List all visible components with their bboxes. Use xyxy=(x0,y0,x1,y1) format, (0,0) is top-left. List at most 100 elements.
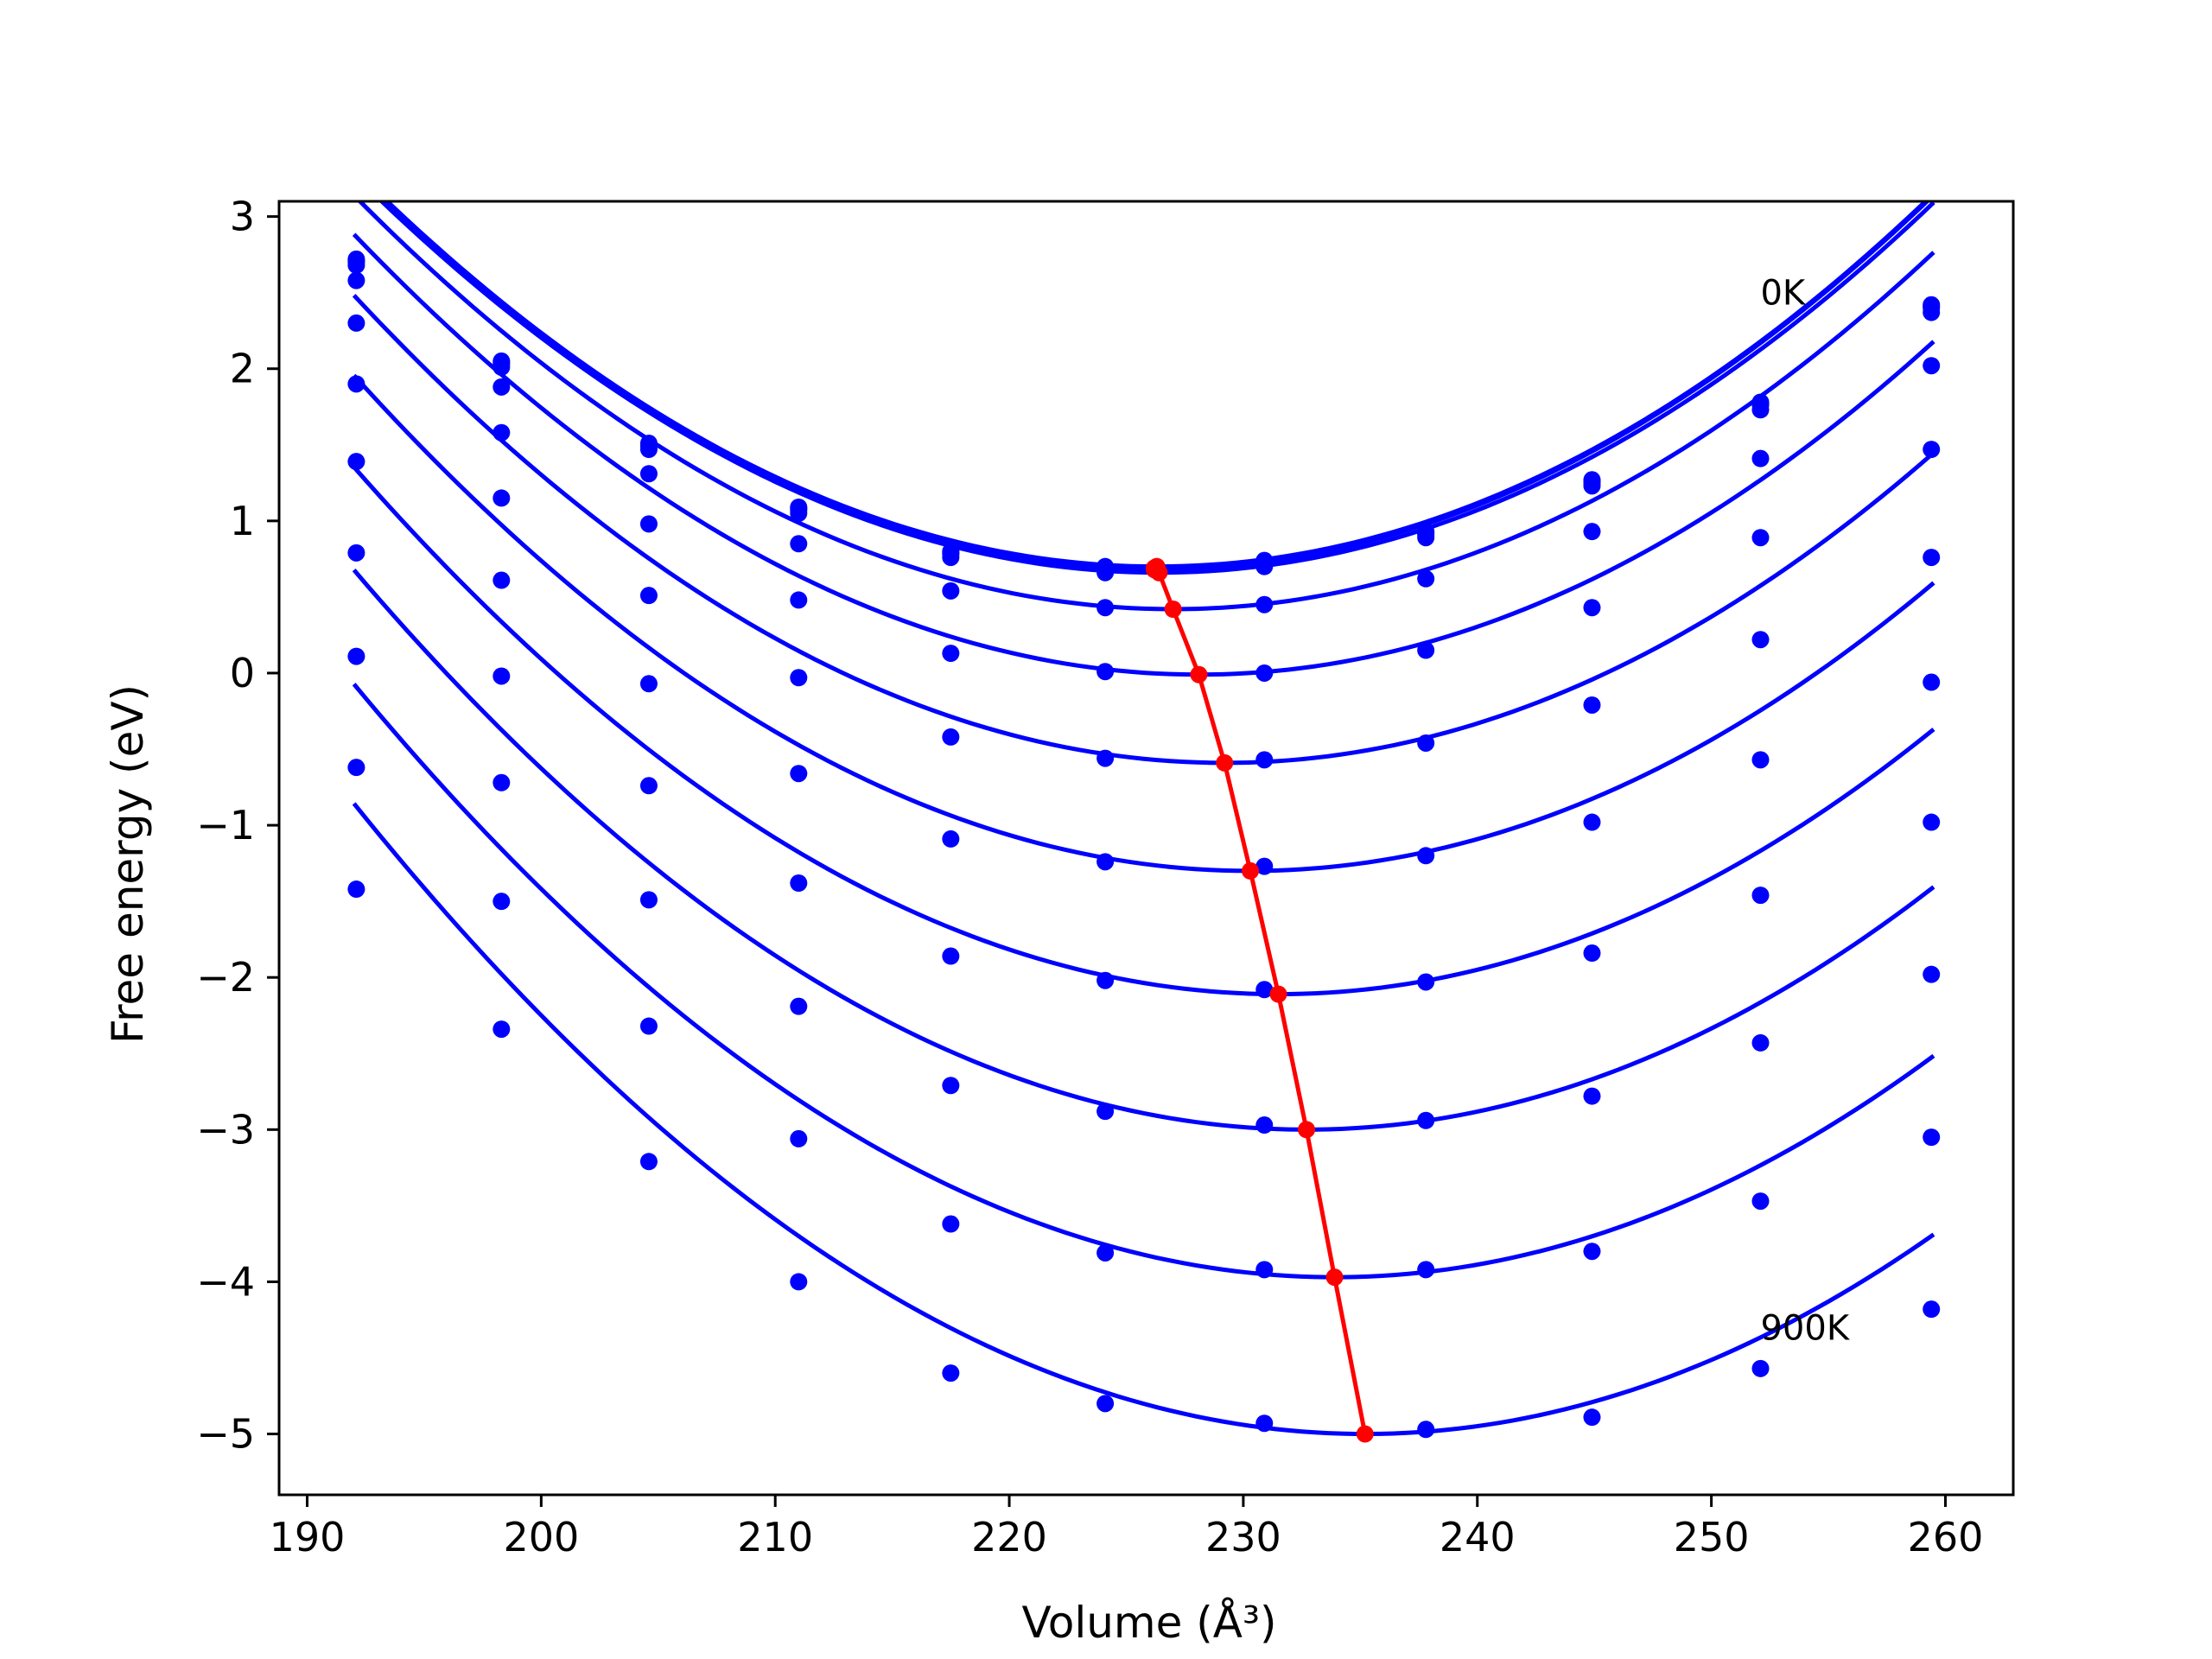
data-point-s5-5 xyxy=(942,582,960,600)
data-point-s9-11 xyxy=(1923,813,1941,831)
data-point-s5-2 xyxy=(493,378,511,396)
data-point-s4-10 xyxy=(1751,401,1770,419)
data-point-s9-6 xyxy=(1096,971,1115,989)
data-point-s6-1 xyxy=(347,314,365,332)
data-point-s9-9 xyxy=(1583,944,1601,963)
y-tick-label--3: −3 xyxy=(196,1106,255,1153)
data-point-s4-4 xyxy=(790,505,808,523)
minimum-point-9 xyxy=(1269,985,1287,1003)
data-point-s12-11 xyxy=(1923,1300,1941,1319)
data-point-s8-11 xyxy=(1923,673,1941,691)
data-point-s7-3 xyxy=(639,587,658,605)
data-point-s7-9 xyxy=(1583,696,1601,714)
data-point-s4-1 xyxy=(347,256,365,274)
fit-curve-4 xyxy=(379,201,1936,575)
data-point-s10-4 xyxy=(790,997,808,1015)
data-point-s10-10 xyxy=(1751,1033,1770,1052)
y-tick-label--4: −4 xyxy=(196,1258,255,1305)
data-point-s8-8 xyxy=(1417,847,1435,865)
fit-curve-6 xyxy=(352,232,1936,677)
data-point-s9-10 xyxy=(1751,887,1770,905)
data-point-s11-5 xyxy=(942,1215,960,1233)
data-point-s5-1 xyxy=(347,271,365,289)
data-point-s12-3 xyxy=(639,1153,658,1171)
data-point-s7-8 xyxy=(1417,734,1435,752)
data-point-s6-8 xyxy=(1417,641,1435,659)
y-tick-label-1: 1 xyxy=(230,498,255,544)
fit-curve-10 xyxy=(352,569,1936,1132)
data-point-s10-7 xyxy=(1255,1116,1274,1135)
data-point-s10-3 xyxy=(639,891,658,909)
minimum-point-12 xyxy=(1356,1425,1374,1443)
data-point-s12-7 xyxy=(1255,1414,1274,1433)
data-point-s12-4 xyxy=(790,1273,808,1291)
data-point-s4-9 xyxy=(1583,477,1601,495)
y-axis-label: Free energy (eV) xyxy=(103,684,153,1044)
data-point-s7-6 xyxy=(1096,749,1115,767)
data-point-s11-1 xyxy=(347,759,365,777)
data-point-s8-4 xyxy=(790,765,808,783)
data-point-s5-4 xyxy=(790,535,808,553)
data-point-s6-7 xyxy=(1255,664,1274,682)
data-point-s5-6 xyxy=(1096,599,1115,617)
x-axis-label: Volume (Å³) xyxy=(1021,1598,1276,1648)
data-point-s11-4 xyxy=(790,1129,808,1147)
data-point-s10-6 xyxy=(1096,1103,1115,1121)
x-tick-label-190: 190 xyxy=(270,1514,346,1560)
data-point-s4-6 xyxy=(1096,563,1115,582)
y-tick-label-3: 3 xyxy=(230,194,255,240)
data-point-s12-6 xyxy=(1096,1395,1115,1413)
data-point-s8-6 xyxy=(1096,853,1115,871)
data-point-s5-3 xyxy=(639,465,658,483)
y-tick-label--2: −2 xyxy=(196,954,255,1001)
data-point-s6-5 xyxy=(942,645,960,663)
data-point-s6-3 xyxy=(639,515,658,533)
data-point-s11-6 xyxy=(1096,1243,1115,1262)
data-point-s7-1 xyxy=(347,375,365,393)
data-point-s4-2 xyxy=(493,358,511,376)
data-point-s7-5 xyxy=(942,728,960,746)
data-point-s11-8 xyxy=(1417,1261,1435,1279)
annotation-2: 900K xyxy=(1760,1308,1850,1348)
data-point-s9-5 xyxy=(942,947,960,965)
x-tick-label-200: 200 xyxy=(503,1514,579,1560)
data-point-s7-11 xyxy=(1923,549,1941,567)
fit-curve-8 xyxy=(352,373,1936,874)
minimum-point-4 xyxy=(1150,563,1168,582)
data-point-s11-7 xyxy=(1255,1261,1274,1279)
annotation-1: 0K xyxy=(1760,274,1806,314)
data-point-s7-10 xyxy=(1751,631,1770,649)
fit-curve-11 xyxy=(352,683,1936,1280)
data-point-s8-9 xyxy=(1583,813,1601,831)
data-point-s9-8 xyxy=(1417,973,1435,991)
data-point-s10-5 xyxy=(942,1077,960,1095)
data-point-s8-5 xyxy=(942,830,960,848)
data-point-s8-7 xyxy=(1255,857,1274,875)
plot-frame xyxy=(277,200,2015,1497)
data-point-s11-9 xyxy=(1583,1243,1601,1261)
data-point-s6-11 xyxy=(1923,441,1941,459)
data-point-s6-6 xyxy=(1096,663,1115,681)
fit-curve-9 xyxy=(352,465,1936,997)
data-point-s9-7 xyxy=(1255,981,1274,999)
fit-curve-12 xyxy=(352,802,1936,1437)
data-point-s4-3 xyxy=(639,441,658,459)
data-point-s9-1 xyxy=(347,543,365,562)
y-tick-label--1: −1 xyxy=(196,802,255,849)
x-tick-label-220: 220 xyxy=(971,1514,1047,1560)
data-point-s9-3 xyxy=(639,777,658,795)
data-point-s4-5 xyxy=(942,549,960,567)
minimum-point-7 xyxy=(1216,753,1234,772)
data-point-s12-1 xyxy=(347,880,365,899)
data-point-s5-10 xyxy=(1751,449,1770,467)
plot-area: 0K 900K xyxy=(347,201,1941,1443)
data-point-s8-1 xyxy=(347,453,365,471)
data-point-s6-10 xyxy=(1751,529,1770,547)
fit-curves xyxy=(352,201,1936,1437)
data-point-s5-11 xyxy=(1923,357,1941,375)
minimum-point-6 xyxy=(1190,665,1208,683)
data-point-s11-3 xyxy=(639,1017,658,1035)
data-point-s9-2 xyxy=(493,667,511,685)
